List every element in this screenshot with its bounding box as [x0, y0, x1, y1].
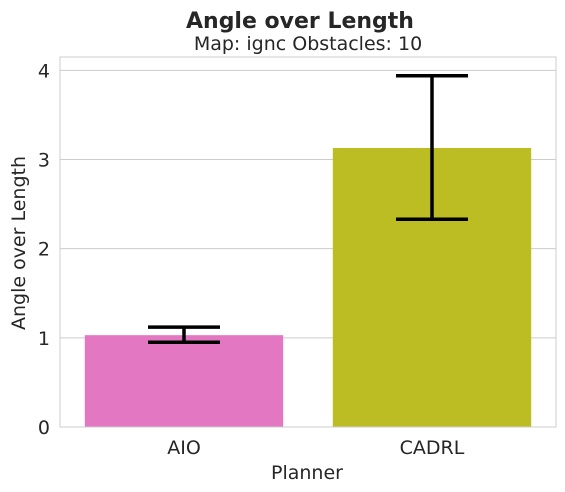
- y-tick-label: 3: [38, 150, 50, 172]
- y-tick-label: 4: [38, 60, 50, 82]
- x-axis-label: Planner: [271, 462, 343, 484]
- x-axis-ticks: AIO CADRL: [167, 437, 465, 459]
- x-tick-label: AIO: [167, 437, 201, 459]
- bar-aio: [84, 335, 284, 427]
- error-bars: [148, 73, 468, 345]
- plot-frame: [59, 56, 557, 428]
- y-tick-label: 2: [38, 239, 50, 261]
- chart-title: Angle over Length: [186, 9, 414, 34]
- y-tick-label: 1: [38, 328, 50, 350]
- x-tick-label: CADRL: [400, 437, 465, 459]
- y-tick-label: 0: [38, 417, 50, 439]
- y-axis-label: Angle over Length: [8, 156, 30, 330]
- y-axis-ticks: 0 1 2 3 4: [38, 60, 50, 439]
- chart-subtitle: Map: ignc Obstacles: 10: [194, 33, 422, 55]
